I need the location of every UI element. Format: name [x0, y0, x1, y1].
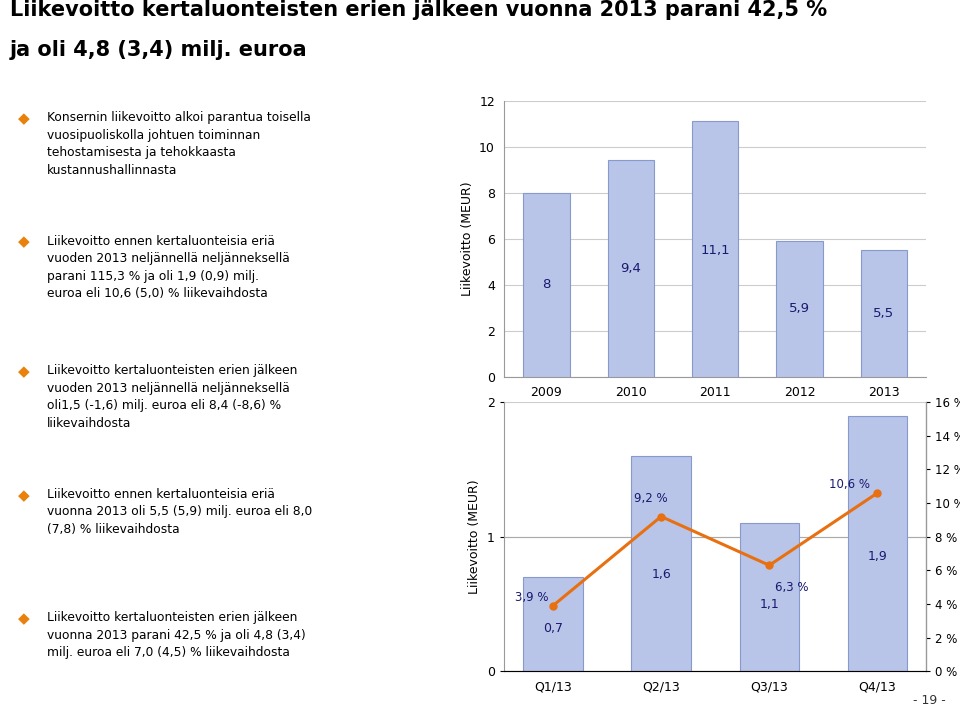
Text: ◆: ◆: [18, 235, 30, 250]
Text: 5,5: 5,5: [874, 307, 895, 320]
Text: Liikevoitto ennen kertaluonteisia eriä
vuonna 2013 oli 5,5 (5,9) milj. euroa eli: Liikevoitto ennen kertaluonteisia eriä v…: [47, 488, 312, 536]
Bar: [523, 192, 569, 377]
Bar: [861, 251, 907, 377]
Bar: [848, 416, 907, 671]
Text: ja oli 4,8 (3,4) milj. euroa: ja oli 4,8 (3,4) milj. euroa: [10, 39, 307, 60]
Bar: [632, 456, 691, 671]
Text: ◆: ◆: [18, 111, 30, 126]
Text: ◆: ◆: [18, 364, 30, 379]
Text: Liikevoitto kertaluonteisten erien jälkeen vuonna 2013 parani 42,5 %: Liikevoitto kertaluonteisten erien jälke…: [10, 0, 827, 20]
Text: 1,1: 1,1: [759, 598, 780, 611]
Text: 8: 8: [542, 279, 551, 292]
Text: 9,4: 9,4: [620, 262, 641, 275]
Text: 5,9: 5,9: [789, 302, 810, 315]
Text: ◆: ◆: [18, 612, 30, 626]
Text: 6,3 %: 6,3 %: [775, 581, 808, 594]
Text: 1,6: 1,6: [651, 568, 671, 581]
Bar: [523, 577, 583, 671]
Bar: [739, 523, 799, 671]
Text: 9,2 %: 9,2 %: [634, 492, 668, 505]
Text: - 19 -: - 19 -: [913, 694, 946, 707]
Text: Liikevoitto ennen kertaluonteisia eriä
vuoden 2013 neljännellä neljänneksellä
pa: Liikevoitto ennen kertaluonteisia eriä v…: [47, 235, 290, 300]
Text: Konsernin liikevoitto alkoi parantua toisella
vuosipuoliskolla johtuen toiminnan: Konsernin liikevoitto alkoi parantua toi…: [47, 111, 311, 177]
Text: Liikevoitto kertaluonteisten erien jälkeen
vuonna 2013 parani 42,5 % ja oli 4,8 : Liikevoitto kertaluonteisten erien jälke…: [47, 612, 306, 659]
Text: 0,7: 0,7: [543, 623, 563, 635]
Text: 1,9: 1,9: [868, 550, 887, 563]
Bar: [692, 121, 738, 377]
Text: 10,6 %: 10,6 %: [828, 478, 870, 491]
Y-axis label: Liikevoitto (MEUR): Liikevoitto (MEUR): [461, 182, 473, 296]
Text: Liikevoitto kertaluonteisten erien jälkeen
vuoden 2013 neljännellä neljänneksell: Liikevoitto kertaluonteisten erien jälke…: [47, 364, 298, 429]
Bar: [608, 160, 654, 377]
Text: 11,1: 11,1: [701, 243, 730, 257]
Text: ◆: ◆: [18, 488, 30, 503]
Y-axis label: Liikevoitto (MEUR): Liikevoitto (MEUR): [468, 480, 481, 594]
Bar: [777, 241, 823, 377]
Text: 3,9 %: 3,9 %: [516, 591, 548, 604]
